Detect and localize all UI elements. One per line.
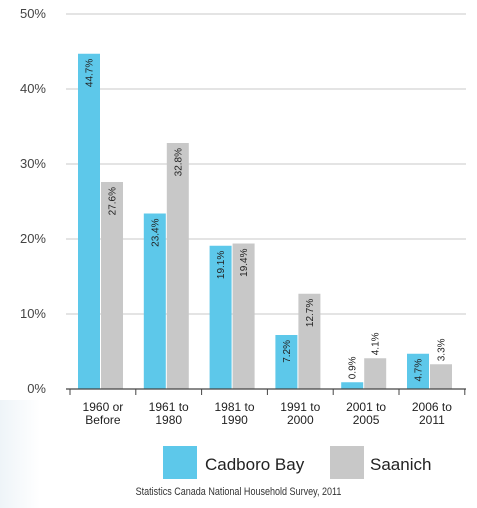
y-tick-label: 20%	[20, 231, 46, 246]
bar-cadboro-bay	[275, 335, 298, 389]
bar-cadboro-bay	[341, 382, 364, 389]
bar-saanich	[430, 364, 452, 389]
data-label: 19.1%	[216, 251, 227, 279]
x-tick-label: Before	[85, 413, 121, 427]
legend-label: Cadboro Bay	[205, 455, 305, 474]
source-note: Statistics Canada National Household Sur…	[135, 486, 342, 498]
bar-cadboro-bay	[407, 353, 429, 389]
bars: 44.7% 27.6% 23.4% 32.8% 19.1% 19.4% 7.2% 12.7% 0…	[78, 53, 452, 389]
bar-saanich	[364, 358, 387, 389]
x-tick-label: 1990	[221, 413, 248, 427]
x-tick-label: 1980	[155, 413, 182, 427]
x-tick-label: 1960 or	[83, 400, 124, 414]
data-label: 4.7%	[414, 359, 425, 382]
x-tick-label: 1961 to	[149, 400, 189, 414]
data-label: 27.6%	[108, 187, 119, 215]
y-tick-label: 10%	[20, 306, 46, 321]
x-tick-label: 2006 to	[412, 400, 452, 414]
x-tick-label: 2000	[287, 413, 314, 427]
y-axis-ticks: 0% 10% 20% 30% 40% 50%	[20, 6, 46, 396]
y-tick-label: 50%	[20, 6, 46, 21]
x-tick-label: 2001 to	[346, 400, 386, 414]
bar-saanich	[232, 243, 255, 389]
data-label: 4.1%	[371, 332, 382, 355]
x-tick-label: 2011	[419, 413, 445, 427]
background-fade	[0, 400, 40, 508]
legend: Cadboro Bay Saanich	[163, 446, 431, 479]
data-label: 23.4%	[150, 218, 161, 246]
y-tick-label: 30%	[20, 156, 46, 171]
bar-cadboro-bay	[78, 53, 100, 389]
data-label: 44.7%	[85, 59, 96, 87]
data-label: 3.3%	[437, 338, 448, 361]
data-label: 12.7%	[305, 299, 316, 327]
bar-saanich	[101, 182, 123, 389]
x-tick-label: 2005	[353, 413, 380, 427]
bar-saanich	[166, 143, 189, 389]
bar-saanich	[298, 293, 321, 389]
data-label: 19.4%	[239, 248, 250, 276]
legend-label: Saanich	[370, 455, 431, 474]
y-tick-label: 40%	[20, 81, 46, 96]
x-axis	[66, 388, 466, 395]
gridlines	[66, 13, 466, 315]
legend-swatch	[163, 446, 197, 479]
data-label: 32.8%	[173, 148, 184, 176]
legend-swatch	[330, 446, 364, 479]
x-tick-label: 1981 to	[214, 400, 254, 414]
data-label: 7.2%	[282, 340, 293, 363]
y-tick-label: 0%	[27, 381, 46, 396]
x-tick-label: 1991 to	[280, 400, 320, 414]
bar-cadboro-bay	[143, 213, 166, 389]
data-label: 0.9%	[348, 356, 359, 379]
bar-cadboro-bay	[209, 245, 232, 389]
